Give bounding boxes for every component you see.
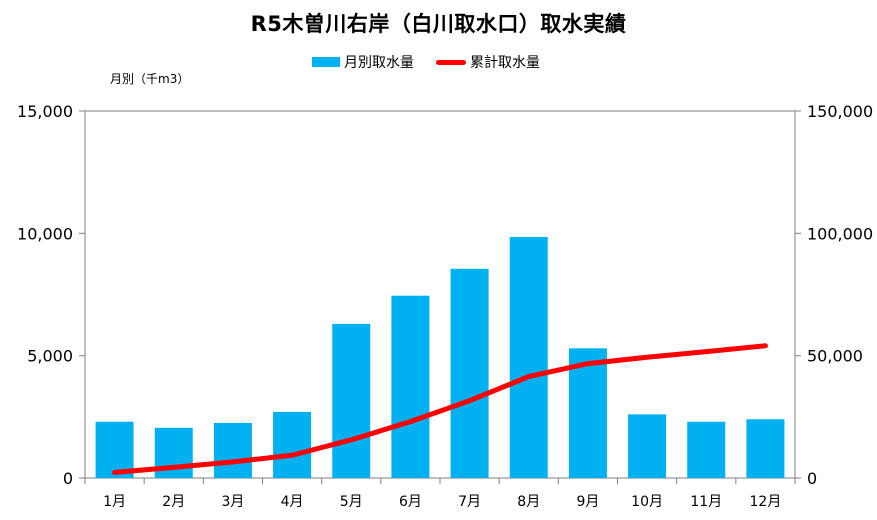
- x-tick-label: 10月: [631, 494, 663, 510]
- legend-label-monthly: 月別取水量: [344, 55, 414, 71]
- y-right-tick-label: 100,000: [807, 224, 873, 243]
- x-tick-label: 4月: [281, 494, 304, 510]
- cumulative-line: [112, 343, 768, 475]
- bar: [628, 414, 667, 478]
- legend-swatch-line: [436, 59, 466, 65]
- legend-label-cumulative: 累計取水量: [470, 55, 540, 71]
- y-right-tick-label: 0: [807, 469, 817, 488]
- legend-item-monthly: 月別取水量: [312, 52, 414, 72]
- x-tick-label: 2月: [162, 494, 185, 510]
- bar: [213, 422, 252, 478]
- y-right-tick-label: 50,000: [807, 347, 863, 366]
- bar: [687, 421, 726, 478]
- y-left-tick-label: 5,000: [27, 347, 73, 366]
- bar: [450, 268, 489, 478]
- x-tick-label: 7月: [458, 494, 481, 510]
- y-left-tick-label: 10,000: [17, 224, 73, 243]
- x-tick-label: 11月: [690, 494, 722, 510]
- bar: [95, 421, 134, 478]
- x-tick-label: 3月: [221, 494, 244, 510]
- legend: 月別取水量 累計取水量: [312, 52, 562, 72]
- y-left-tick-label: 15,000: [17, 102, 73, 121]
- bar: [391, 295, 430, 478]
- bar: [509, 237, 548, 478]
- bar: [273, 411, 312, 478]
- x-tick-label: 9月: [576, 494, 599, 510]
- bar: [332, 323, 371, 478]
- legend-swatch-bar: [312, 57, 340, 67]
- y-right-tick-label: 150,000: [807, 102, 873, 121]
- bar: [568, 348, 607, 478]
- x-tick-label: 6月: [399, 494, 422, 510]
- unit-label: 月別（千m3）: [110, 72, 190, 86]
- x-tick-label: 8月: [517, 494, 540, 510]
- x-tick-label: 12月: [750, 494, 782, 510]
- bar: [746, 419, 785, 478]
- chart-title: R5木曽川右岸（白川取水口）取水実績: [250, 12, 627, 36]
- x-tick-label: 5月: [340, 494, 363, 510]
- x-tick-label: 1月: [103, 494, 126, 510]
- legend-item-cumulative: 累計取水量: [436, 52, 540, 72]
- y-left-tick-label: 0: [63, 469, 73, 488]
